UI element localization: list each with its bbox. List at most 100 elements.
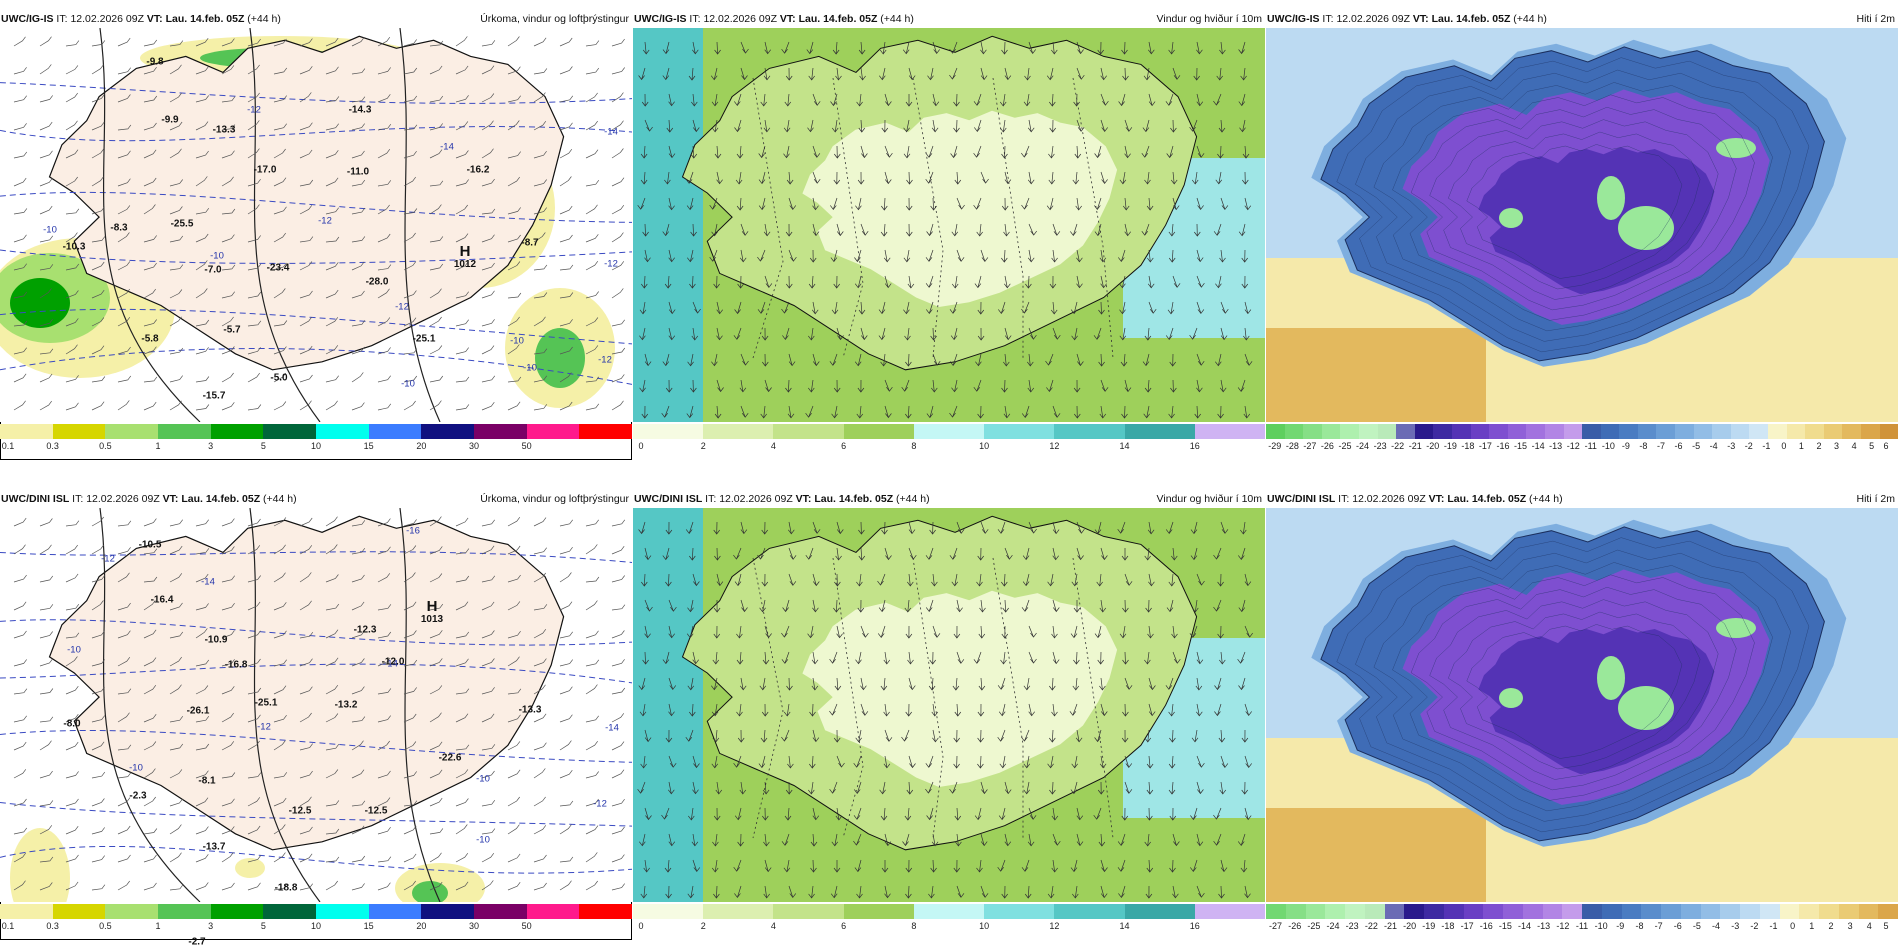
wind-arrow <box>642 223 649 237</box>
wind-barb <box>247 291 262 299</box>
wind-arrow <box>762 651 770 665</box>
wind-arrow <box>763 833 770 847</box>
wind-barb <box>91 261 105 271</box>
wind-barb <box>143 548 158 555</box>
wind-arrow <box>1028 41 1036 54</box>
wind-arrow <box>640 145 648 159</box>
wind-barb <box>273 232 286 243</box>
temperature-value-label: -8.7 <box>521 237 539 249</box>
colorbar-swatch <box>1879 424 1899 439</box>
wind-arrow <box>977 327 985 341</box>
wind-barb <box>455 95 469 103</box>
wind-arrow <box>973 93 982 106</box>
wind-arrow <box>1172 67 1181 80</box>
wind-arrow <box>836 755 845 768</box>
colorbar-swatch <box>1799 904 1819 919</box>
wind-arrow <box>1213 833 1222 846</box>
wind-barb <box>533 713 547 723</box>
wind-barb <box>91 236 106 243</box>
wind-arrow <box>932 93 940 107</box>
wind-arrow <box>1118 93 1126 107</box>
wind-arrow <box>1196 275 1205 288</box>
wind-arrow <box>662 67 670 81</box>
wind-barb <box>403 150 417 159</box>
wind-arrow <box>1121 729 1129 743</box>
colorbar-tick-label: -23 <box>1345 921 1359 931</box>
wind-arrow <box>1001 885 1008 899</box>
wind-arrow <box>980 67 988 81</box>
wind-arrow <box>1046 379 1054 392</box>
wind-barb <box>195 770 209 779</box>
wind-barb <box>611 769 625 779</box>
lead-time: (+44 h) <box>896 493 930 505</box>
wind-arrow <box>1190 807 1198 821</box>
colorbar-tick-label: -26 <box>1288 921 1302 931</box>
wind-barb <box>65 656 78 667</box>
wind-barb <box>507 741 521 751</box>
wind-barb <box>169 519 183 527</box>
wind-arrow <box>1241 249 1248 263</box>
wind-arrow <box>883 249 891 263</box>
wind-barb <box>455 179 469 187</box>
wind-barb <box>481 375 496 383</box>
wind-barb <box>65 573 79 583</box>
colorbar-swatch <box>633 424 669 439</box>
wind-barb <box>221 575 235 583</box>
high-pressure-marker: H 1013 <box>421 599 443 625</box>
wind-barb <box>455 404 470 411</box>
wind-barb <box>65 65 79 75</box>
wind-barb <box>39 575 54 583</box>
wind-barb <box>559 319 573 327</box>
wind-arrow <box>1166 599 1174 613</box>
colorbar-tick-label: 0.1 <box>1 441 15 451</box>
wind-barb <box>481 575 496 583</box>
colorbar-tick-label: 1 <box>1809 921 1815 931</box>
wind-arrow <box>880 807 888 821</box>
wind-arrow <box>644 353 652 367</box>
wind-barb <box>273 602 287 611</box>
wind-barb <box>429 345 443 355</box>
wind-arrow <box>977 755 984 769</box>
colorbar-tick-label: -12 <box>1566 441 1580 451</box>
wind-arrow <box>644 625 651 639</box>
wind-barb <box>481 262 495 271</box>
wind-barb <box>117 630 131 639</box>
wind-barb <box>429 881 443 891</box>
wind-arrow <box>714 547 721 561</box>
wind-barb <box>559 880 572 891</box>
wind-barb <box>143 66 157 75</box>
wind-arrow <box>834 145 841 159</box>
wind-arrow <box>903 249 911 263</box>
wind-arrow <box>1119 327 1127 341</box>
wind-arrow <box>668 93 675 107</box>
wind-arrow <box>1122 703 1129 717</box>
wind-arrow <box>978 625 986 639</box>
wind-barb <box>377 264 392 271</box>
colorbar-swatch <box>105 904 159 919</box>
colorbar-tick-label: -6 <box>1673 921 1682 931</box>
wind-barb <box>585 40 600 47</box>
wind-arrow <box>929 651 936 665</box>
wind-barb <box>247 855 261 863</box>
wind-barb <box>39 150 53 159</box>
forecast-panel-precip: UWC/IG-IS IT: 12.02.2026 09Z VT: Lau. 14… <box>0 10 633 460</box>
wind-arrow <box>1003 353 1010 367</box>
colorbar-swatch <box>1861 424 1880 439</box>
wind-barb <box>429 288 442 299</box>
wind-arrow <box>761 521 768 535</box>
wind-barb <box>351 716 366 723</box>
init-time: 12.02.2026 09Z <box>703 13 777 25</box>
wind-arrow <box>1049 677 1056 691</box>
precip-area <box>10 278 70 328</box>
wind-barb <box>195 233 209 243</box>
wind-arrow <box>977 729 984 743</box>
wind-arrow <box>857 599 865 613</box>
wind-barb <box>377 67 391 75</box>
wind-barb <box>325 544 338 555</box>
colorbar-tick-label: -20 <box>1426 441 1440 451</box>
wind-arrow <box>691 327 699 341</box>
wind-arrow <box>1144 379 1152 393</box>
wind-barb <box>377 546 391 555</box>
wind-barb <box>585 630 599 639</box>
wind-barb <box>299 66 313 75</box>
